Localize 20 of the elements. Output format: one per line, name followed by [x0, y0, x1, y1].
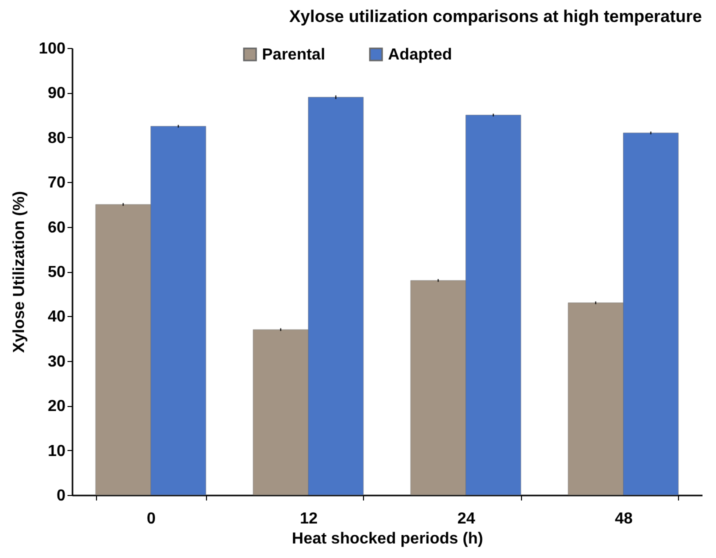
legend-label: Parental — [262, 46, 326, 64]
chart-title: Xylose utilization comparisons at high temperature — [289, 7, 702, 26]
y-tick-label: 30 — [48, 353, 66, 370]
y-tick-label: 60 — [48, 219, 66, 236]
y-tick-label: 50 — [48, 264, 66, 281]
x-tick-label: 24 — [457, 510, 476, 528]
y-tick-label: 90 — [48, 85, 66, 102]
x-tick-label: 12 — [300, 510, 318, 528]
y-tick-label: 20 — [48, 398, 66, 416]
y-tick-label: 40 — [48, 308, 66, 326]
y-axis-title: Xylose Utilization (%) — [10, 191, 28, 353]
x-axis-title: Heat shocked periods (h) — [292, 530, 484, 548]
legend-label: Adapted — [388, 46, 452, 64]
y-tick-label: 100 — [38, 40, 66, 58]
y-tick-label: 80 — [48, 130, 66, 147]
x-tick-label: 48 — [614, 510, 633, 528]
y-tick-label: 10 — [48, 442, 66, 460]
y-tick-label: 0 — [56, 488, 66, 504]
y-tick-label: 70 — [48, 174, 66, 192]
x-tick-label: 0 — [146, 510, 156, 528]
